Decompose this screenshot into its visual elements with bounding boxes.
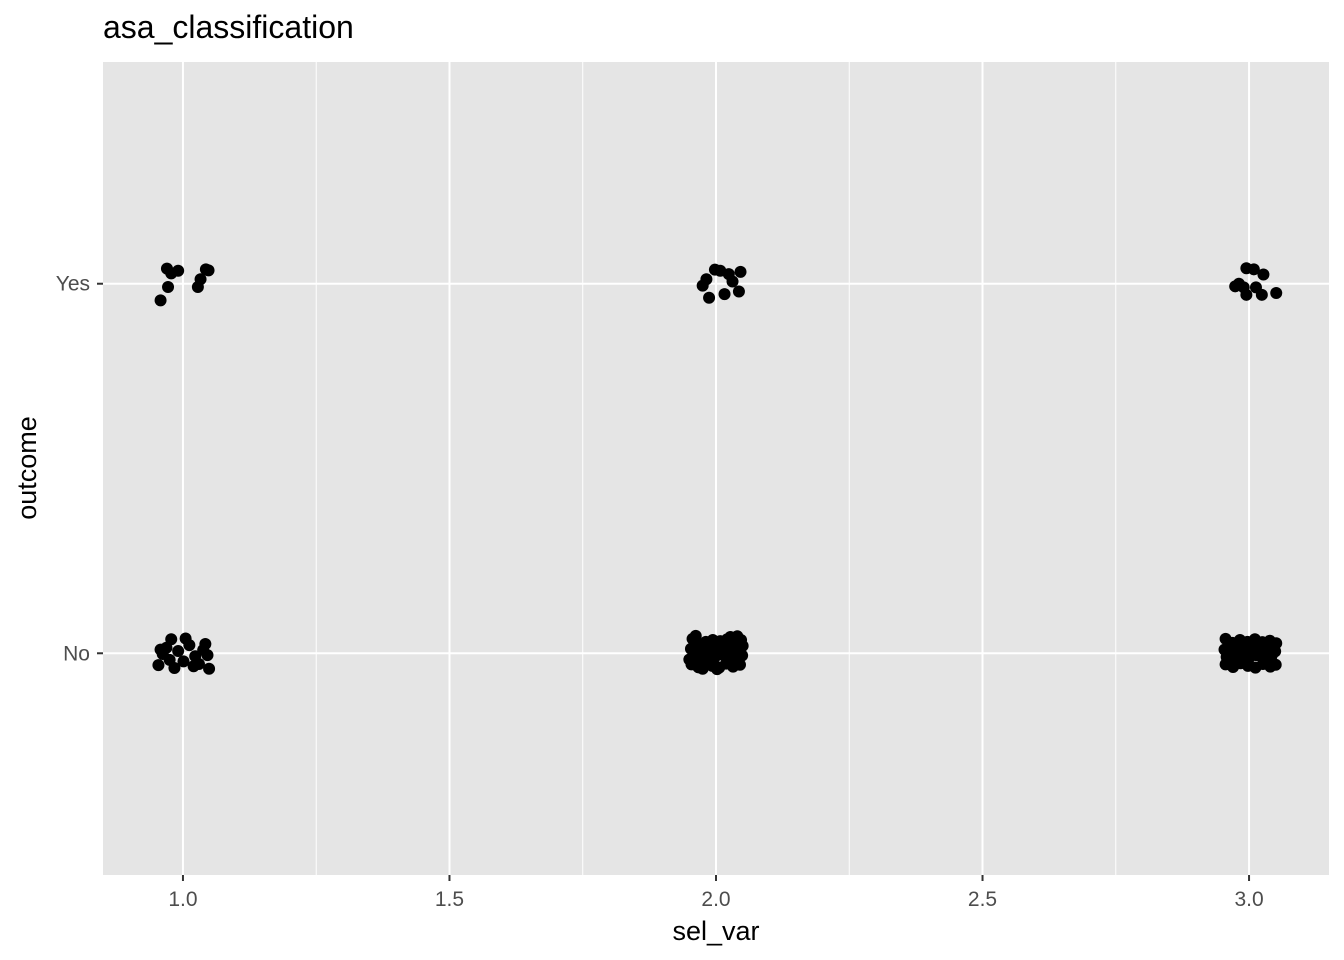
x-axis: 1.0 1.5 2.0 2.5 3.0	[168, 875, 1264, 911]
x-tick-label: 2.5	[968, 888, 997, 911]
data-point	[1270, 286, 1283, 299]
data-point	[154, 643, 167, 656]
data-point	[1257, 268, 1270, 281]
data-point	[154, 294, 167, 307]
data-point	[163, 653, 176, 666]
data-point	[187, 660, 200, 673]
data-point	[1255, 288, 1268, 301]
data-point	[201, 649, 214, 662]
data-point	[732, 285, 745, 298]
data-points	[152, 262, 1283, 676]
data-point	[689, 629, 702, 642]
data-point	[736, 649, 749, 662]
x-tick-label: 1.5	[435, 888, 464, 911]
data-point	[1237, 281, 1250, 294]
data-point	[189, 650, 202, 663]
data-point	[203, 662, 216, 675]
y-axis: No Yes	[56, 273, 103, 665]
chart-title: asa_classification	[103, 9, 354, 45]
x-tick-label: 1.0	[168, 888, 197, 911]
data-point	[172, 264, 185, 277]
data-point	[194, 273, 207, 286]
data-point	[162, 281, 175, 294]
data-point	[724, 631, 737, 644]
data-point	[711, 663, 724, 676]
data-point	[696, 279, 709, 292]
data-point	[683, 653, 696, 666]
data-point	[1247, 263, 1260, 276]
data-point	[179, 632, 192, 645]
data-point	[202, 264, 215, 277]
y-tick-label: Yes	[56, 273, 90, 296]
data-point	[152, 659, 165, 672]
data-point	[736, 639, 749, 652]
x-tick-label: 2.0	[701, 888, 730, 911]
data-point	[172, 645, 185, 658]
x-axis-title: sel_var	[672, 916, 759, 946]
data-point	[726, 275, 739, 288]
data-point	[718, 288, 731, 301]
data-point	[733, 658, 746, 671]
data-point	[734, 265, 747, 278]
data-point	[177, 655, 190, 668]
x-tick-label: 3.0	[1234, 888, 1263, 911]
y-tick-label: No	[63, 642, 90, 665]
y-axis-title: outcome	[12, 416, 42, 520]
data-point	[703, 291, 716, 304]
minor-gridlines	[315, 62, 1117, 875]
data-point	[1269, 658, 1282, 671]
data-point	[696, 662, 709, 675]
